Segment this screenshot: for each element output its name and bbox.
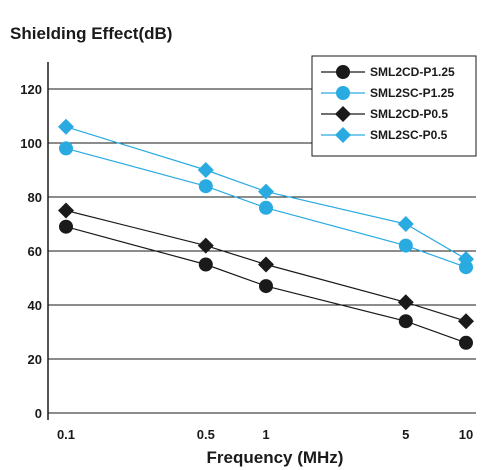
legend-label: SML2SC-P1.25	[370, 86, 454, 100]
data-point	[58, 202, 74, 219]
chart-title: Shielding Effect(dB)	[10, 24, 172, 43]
data-point	[459, 335, 473, 350]
series-sml2sc-p0-5	[58, 118, 474, 268]
legend: SML2CD-P1.25 SML2SC-P1.25 SML2CD-P0.5 SML2S…	[311, 55, 477, 157]
data-point	[459, 260, 473, 275]
legend-item: SML2CD-P0.5	[321, 106, 448, 122]
x-tick-label: 0.5	[197, 427, 215, 442]
x-tick-label: 5	[402, 427, 409, 442]
series-sml2cd-p0-5	[58, 202, 474, 330]
legend-item: SML2SC-P1.25	[321, 86, 454, 100]
data-point	[59, 141, 73, 156]
data-point	[336, 65, 350, 79]
data-point	[398, 314, 413, 329]
data-point	[398, 238, 413, 253]
data-point	[198, 257, 213, 272]
data-point	[259, 279, 273, 294]
y-tick-label: 60	[28, 244, 42, 259]
x-tick-label: 1	[262, 427, 269, 442]
y-tick-label: 20	[28, 352, 42, 367]
data-point	[458, 313, 474, 330]
series-sml2sc-p1-25	[59, 141, 473, 275]
x-tick-labels: 0.1 0.5 1 5 10	[57, 427, 473, 442]
data-point	[258, 183, 274, 200]
legend-item: SML2SC-P0.5	[321, 127, 448, 143]
data-point	[258, 256, 274, 273]
y-tick-label: 0	[35, 406, 42, 421]
y-tick-labels: 0 20 40 60 80 100 120	[20, 82, 42, 421]
data-point	[197, 237, 214, 254]
data-point	[397, 294, 414, 311]
x-tick-label: 10	[459, 427, 473, 442]
data-point	[259, 200, 273, 215]
data-point	[59, 219, 73, 234]
data-point	[335, 127, 351, 143]
data-point	[336, 86, 350, 100]
y-tick-label: 120	[20, 82, 42, 97]
data-point	[397, 216, 414, 232]
legend-label: SML2CD-P0.5	[370, 107, 448, 121]
legend-item: SML2CD-P1.25	[321, 65, 455, 79]
y-tick-label: 100	[20, 136, 42, 151]
data-point	[335, 106, 351, 122]
x-tick-label: 0.1	[57, 427, 75, 442]
series-sml2cd-p1-25	[59, 219, 473, 350]
x-axis-label: Frequency (MHz)	[207, 448, 344, 467]
legend-label: SML2CD-P1.25	[370, 65, 455, 79]
data-point	[197, 162, 214, 178]
legend-label: SML2SC-P0.5	[370, 128, 448, 142]
y-tick-label: 40	[28, 298, 42, 313]
data-point	[58, 118, 74, 135]
series-layer	[58, 118, 474, 350]
y-tick-label: 80	[28, 190, 42, 205]
data-point	[198, 179, 213, 194]
data-point	[458, 251, 474, 268]
